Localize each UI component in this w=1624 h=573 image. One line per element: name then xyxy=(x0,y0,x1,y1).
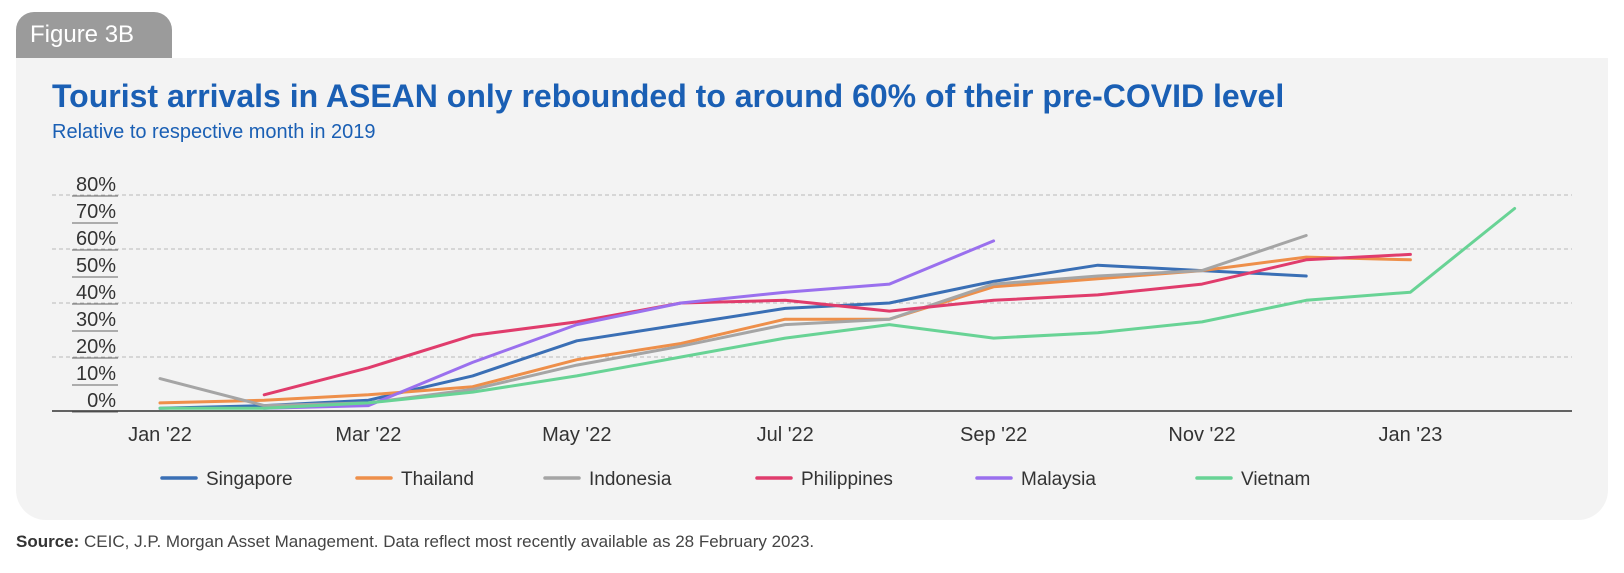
x-tick-label: Sep '22 xyxy=(960,424,1027,446)
legend-label-philippines: Philippines xyxy=(801,469,893,490)
legend-label-vietnam: Vietnam xyxy=(1241,469,1310,490)
y-axis-ticks: 0% 10% 20% 30% 40% 50% 60% 70% 80% xyxy=(72,174,118,413)
x-tick-label: Jan '22 xyxy=(128,424,192,446)
y-tick-label: 30% xyxy=(76,309,116,331)
y-tick-label: 50% xyxy=(76,255,116,277)
legend: Singapore Thailand Indonesia Philippines Mal… xyxy=(160,469,1310,490)
series-line-singapore xyxy=(158,263,1308,410)
y-tick-label: 10% xyxy=(76,363,116,385)
y-tick-label: 80% xyxy=(76,174,116,196)
y-tick-label: 70% xyxy=(76,201,116,223)
y-tick-label: 0% xyxy=(87,390,116,412)
y-tick-label: 40% xyxy=(76,282,116,304)
source-label: Source: xyxy=(16,532,80,551)
x-tick-label: Jan '23 xyxy=(1378,424,1442,446)
y-tick-label: 60% xyxy=(76,228,116,250)
series-line-philippines xyxy=(262,252,1412,397)
source-text: CEIC, J.P. Morgan Asset Management. Data… xyxy=(84,532,815,551)
legend-label-indonesia: Indonesia xyxy=(589,469,672,490)
y-tick-label: 20% xyxy=(76,336,116,358)
series-line-malaysia xyxy=(262,239,996,410)
series-line-vietnam xyxy=(158,207,1517,410)
figure-tab-label: Figure 3B xyxy=(30,21,135,48)
chart-subtitle: Relative to respective month in 2019 xyxy=(52,121,376,143)
legend-label-thailand: Thailand xyxy=(401,469,474,490)
figure-tab: Figure 3B xyxy=(16,12,172,58)
x-tick-label: Jul '22 xyxy=(757,424,814,446)
legend-label-malaysia: Malaysia xyxy=(1021,469,1096,490)
x-tick-label: Mar '22 xyxy=(335,424,401,446)
series-line-indonesia xyxy=(158,234,1308,408)
chart-title: Tourist arrivals in ASEAN only rebounded… xyxy=(52,78,1285,114)
x-tick-label: Nov '22 xyxy=(1168,424,1235,446)
series-lines xyxy=(158,207,1517,410)
x-tick-label: May '22 xyxy=(542,424,611,446)
x-axis-ticks: Jan '22 Mar '22 May '22 Jul '22 Sep '22 Nov '… xyxy=(128,424,1442,446)
source-note: Source: CEIC, J.P. Morgan Asset Manageme… xyxy=(16,532,814,552)
legend-label-singapore: Singapore xyxy=(206,469,293,490)
